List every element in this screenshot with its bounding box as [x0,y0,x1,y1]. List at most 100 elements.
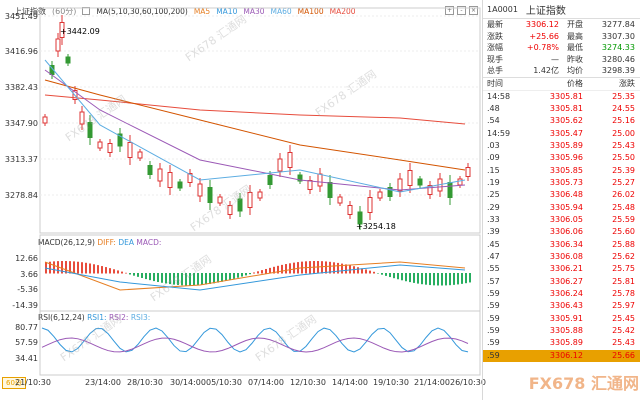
macd-bar [145,273,147,280]
tick-row: .55 3306.21 25.75 [483,263,640,275]
tick-change: 25.16 [612,116,635,126]
macd-bar [321,261,323,274]
close-icon[interactable]: × [469,6,478,15]
rsi-legend-2: RSI2: [108,313,129,322]
tick-list[interactable]: 14:58 3305.81 25.35 .48 3305.81 24.55 .54 3305.… [483,91,640,363]
tick-price: 3305.91 [549,313,583,323]
x-axis-label: 21/14:00 [414,378,450,387]
tick-time: .29 [487,202,500,212]
candle-body [457,178,463,186]
chart-area[interactable]: 上证指数 (60分) MA(5,10,30,60,100,200) MA5 MA… [0,0,486,400]
quote-value: 1.42亿 [533,66,559,75]
candle-body [387,187,393,197]
ticks-header: 时间 价格 涨跌 [483,76,640,91]
macd-bar [117,270,119,274]
macd-header: MACD(26,12,9) DIFF: DEA MACD: [38,238,161,247]
quote-value: 3274.33 [601,43,635,52]
candlestick-chart[interactable]: +3442.09 +3254.18 [0,0,482,400]
tick-row: .25 3306.48 26.02 [483,189,640,201]
rsi-axis-label: 34.41 [15,354,38,363]
tick-change: 25.39 [612,165,635,175]
macd-bar [289,263,291,274]
x-axis-label: 07/14:00 [248,378,284,387]
macd-bar [97,265,99,274]
macd-bar [317,261,319,274]
macd-bar [225,273,227,281]
quote-rows: 最新 3306.12 开盘 3277.84 涨跌 +25.66 最高 3307.30 涨幅 +0.… [483,19,640,77]
tick-change: 25.43 [612,140,635,150]
rsi-header: RSI(6,12,24) RSI1: RSI2: RSI3: [38,313,150,322]
tick-time: 14:58 [487,91,511,101]
settings-icon[interactable] [82,7,91,15]
zoom-in-icon[interactable]: + [445,6,454,15]
quote-key: 均价 [567,66,583,75]
tick-price: 3306.08 [549,251,583,261]
tick-change: 25.75 [612,264,635,274]
dea-line [44,264,466,291]
tick-time: .59 [487,289,500,298]
ma200-line [44,94,466,125]
period-button[interactable]: 60分 [2,377,26,389]
diff-line [44,261,466,291]
macd-bar [269,267,271,274]
macd-bar [297,262,299,274]
macd-bar [101,266,103,274]
macd-bar [433,273,435,286]
macd-bar [89,263,91,274]
candle-body [317,173,323,187]
candle-body [177,181,183,189]
quote-value: +25.66 [529,31,559,41]
tick-time: .33 [487,214,500,224]
tick-price: 3306.34 [549,239,583,249]
tick-price: 3306.48 [549,190,583,200]
macd-bar [325,261,327,274]
watermark: FX678 汇通网 [313,67,379,120]
macd-bar [313,261,315,274]
tick-time: .47 [487,251,500,261]
tick-price: 3306.43 [549,301,583,311]
watermark: FX678 汇通网 [148,252,214,305]
tick-row: .59 3306.43 25.97 [483,300,640,312]
quote-key: 总手 [487,66,503,75]
macd-bar [181,273,183,286]
candle-body [347,205,353,215]
candle-body [79,111,85,125]
macd-axis-label: 12.66 [15,254,38,263]
candle-body [87,122,93,138]
quote-row: 涨跌 +25.66 最高 3307.30 [483,31,640,43]
candle-body [397,178,403,192]
ma-label: MA100 [297,6,324,16]
macd-axis-label: -5.36 [17,285,38,294]
macd-bar [53,261,55,274]
macd-bar [337,262,339,274]
quote-key: 涨跌 [487,31,503,41]
macd-legend-macd: MACD: [136,238,162,247]
zoom-out-icon[interactable]: - [457,6,466,15]
tick-change: 25.60 [612,227,635,237]
macd-bar [113,269,115,274]
quote-value: 3277.84 [601,20,635,29]
x-axis-label: 19/10:30 [373,378,409,387]
macd-bar [233,273,235,279]
quote-panel: 1A0001 上证指数 最新 3306.12 开盘 3277.84 涨跌 +25.66 最高… [482,0,640,400]
tick-row: 14:58 3305.81 25.35 [483,91,640,103]
candle-body [157,168,163,182]
ticks-header-change: 涨跌 [619,78,635,88]
macd-bar [373,271,375,274]
tick-row: .47 3306.08 25.62 [483,251,640,263]
rsi-axis-label: 80.77 [15,323,38,332]
quote-key: 最低 [567,43,583,52]
macd-bar [261,270,263,274]
candle-body [65,56,71,64]
tick-price: 3306.24 [549,289,583,298]
macd-bar [309,261,311,274]
macd-bar [457,273,459,285]
macd-bar [153,273,155,282]
macd-bar [193,273,195,286]
quote-key: 涨幅 [487,43,503,52]
macd-bar [469,273,471,283]
macd-bar [77,261,79,274]
macd-bar [357,267,359,274]
watermark: FX678 汇通网 [253,312,319,365]
macd-bar [173,273,175,285]
